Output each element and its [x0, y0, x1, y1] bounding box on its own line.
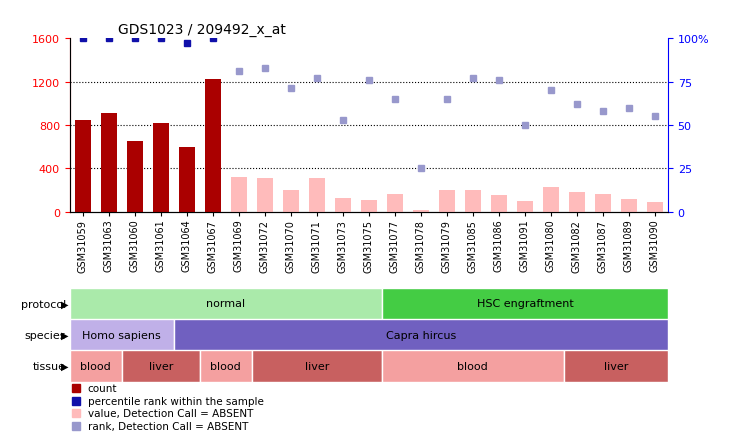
Text: count: count [87, 383, 117, 393]
Text: blood: blood [457, 362, 488, 371]
Bar [200, 351, 252, 382]
Text: liver: liver [148, 362, 173, 371]
Bar [543, 187, 559, 212]
Text: Homo sapiens: Homo sapiens [82, 330, 161, 340]
Text: protocol: protocol [21, 299, 66, 309]
Bar [127, 142, 142, 212]
Text: GDS1023 / 209492_x_at: GDS1023 / 209492_x_at [117, 23, 286, 36]
Text: species: species [24, 330, 66, 340]
Bar [70, 351, 122, 382]
Text: blood: blood [211, 362, 241, 371]
Text: rank, Detection Call = ABSENT: rank, Detection Call = ABSENT [87, 421, 248, 431]
Text: liver: liver [305, 362, 329, 371]
Bar [569, 192, 585, 212]
Bar [491, 195, 506, 212]
Bar [252, 351, 382, 382]
Bar [122, 351, 200, 382]
Bar [174, 319, 668, 351]
Bar [361, 201, 377, 212]
Bar [382, 351, 564, 382]
Text: liver: liver [604, 362, 628, 371]
Bar [309, 179, 324, 212]
Text: Capra hircus: Capra hircus [386, 330, 456, 340]
Text: normal: normal [206, 299, 245, 309]
Bar [335, 198, 351, 212]
Text: value, Detection Call = ABSENT: value, Detection Call = ABSENT [87, 408, 253, 418]
Bar [257, 179, 272, 212]
Bar [439, 191, 454, 212]
Bar [70, 319, 174, 351]
Bar [153, 124, 169, 212]
Bar [621, 199, 636, 212]
Bar [205, 80, 221, 212]
Text: tissue: tissue [33, 362, 66, 371]
Text: ▶: ▶ [61, 362, 68, 371]
Bar [70, 288, 382, 319]
Bar [564, 351, 668, 382]
Bar [517, 201, 533, 212]
Text: ▶: ▶ [61, 330, 68, 340]
Bar [231, 178, 247, 212]
Bar [387, 195, 403, 212]
Text: HSC engraftment: HSC engraftment [476, 299, 573, 309]
Bar [595, 194, 611, 212]
Bar [382, 288, 668, 319]
Bar [465, 191, 481, 212]
Text: percentile rank within the sample: percentile rank within the sample [87, 396, 264, 406]
Text: ▶: ▶ [61, 299, 68, 309]
Bar [647, 203, 663, 212]
Bar [179, 147, 195, 212]
Text: blood: blood [80, 362, 111, 371]
Bar [75, 120, 90, 212]
Bar [413, 210, 429, 212]
Bar [283, 191, 299, 212]
Bar [101, 114, 117, 212]
